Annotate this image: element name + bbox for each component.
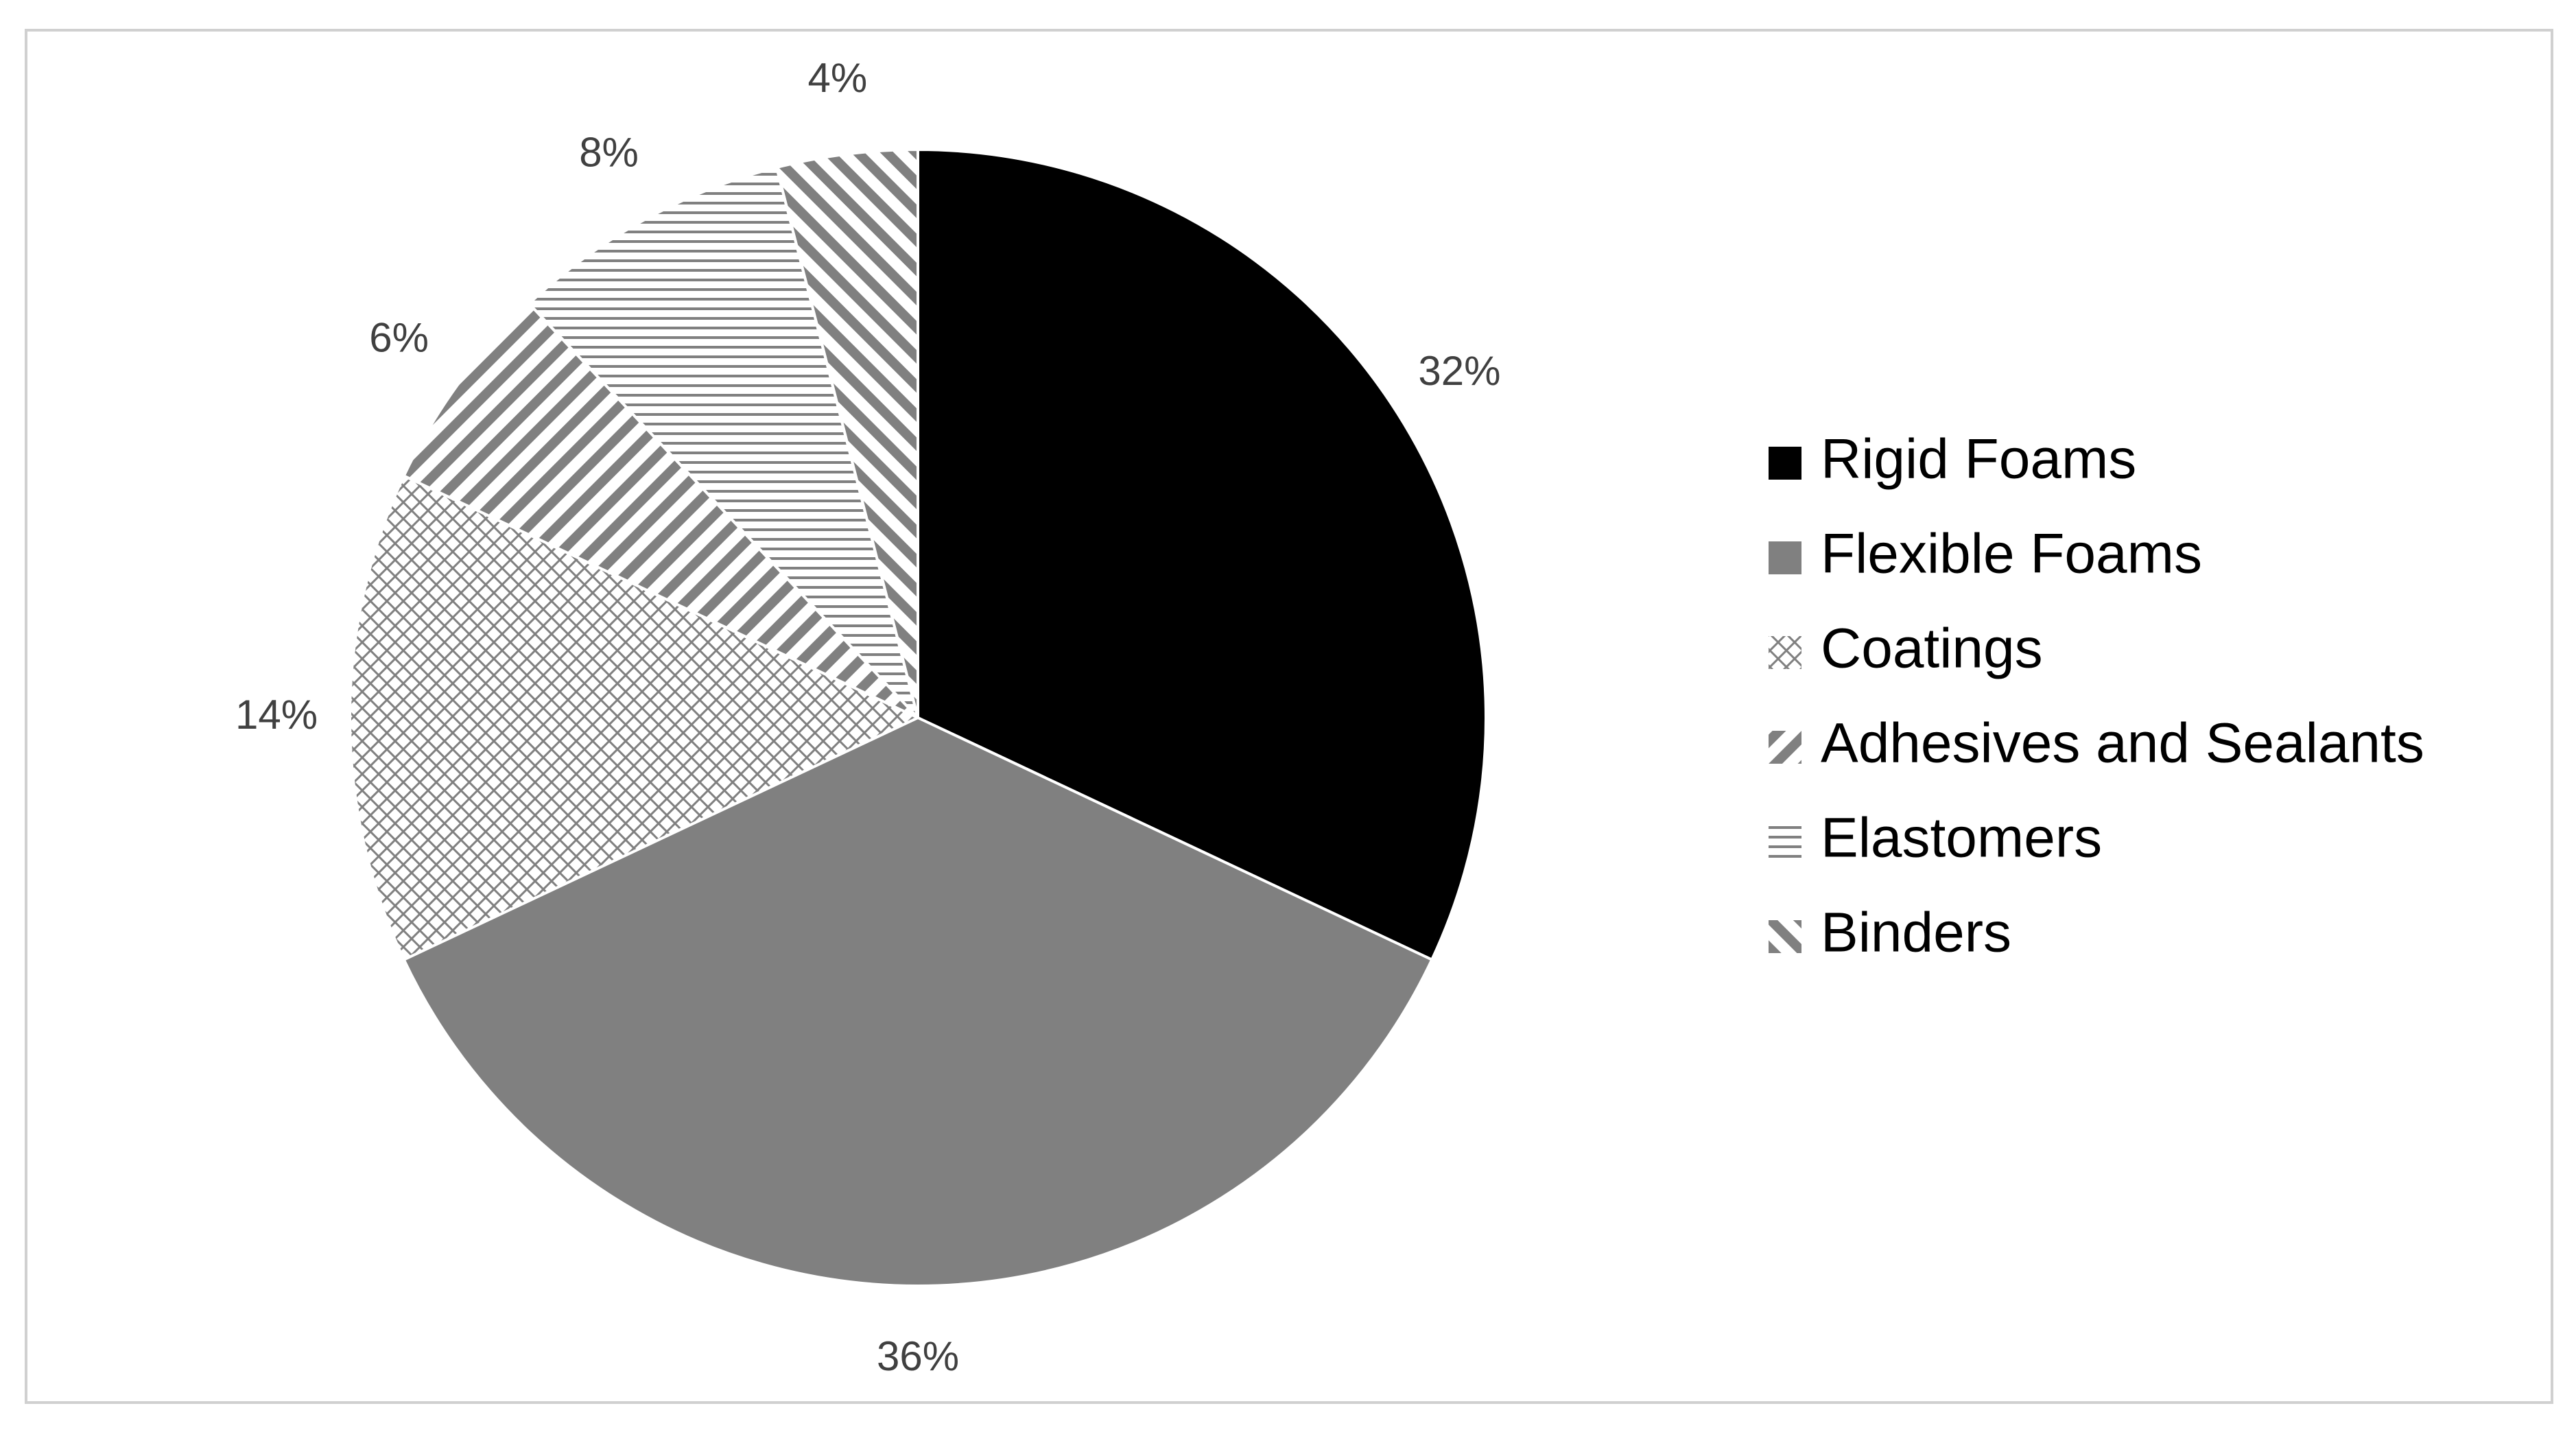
pie-slice-adhesives-and-sealants xyxy=(402,301,919,719)
pie-slice-coatings xyxy=(348,473,921,962)
data-label-rigid-foams: 32% xyxy=(1418,348,1500,394)
legend-swatch-adhesives-and-sealants xyxy=(1769,731,1801,764)
legend-label-binders: Binders xyxy=(1821,902,2011,964)
legend-label-flexible-foams: Flexible Foams xyxy=(1821,523,2202,585)
data-label-adhesives-and-sealants: 6% xyxy=(369,314,429,360)
legend-swatch-binders xyxy=(1769,920,1801,953)
legend-label-elastomers: Elastomers xyxy=(1821,807,2102,869)
legend-swatch-flexible-foams xyxy=(1769,541,1801,574)
legend: Rigid Foams Flexible Foams Coatings Adhesiv… xyxy=(1769,428,2424,964)
pie-slice-elastomers xyxy=(527,165,919,719)
data-label-coatings: 14% xyxy=(235,692,318,738)
pie-slice-flexible-foams xyxy=(402,716,1434,1287)
data-label-flexible-foams: 36% xyxy=(877,1333,959,1379)
legend-swatch-rigid-foams xyxy=(1769,447,1801,480)
legend-label-coatings: Coatings xyxy=(1821,618,2043,680)
legend-swatch-elastomers xyxy=(1769,825,1801,858)
pie-data-labels: 32% 36% 14% 6% 8% 4% xyxy=(235,55,1501,1379)
data-label-binders: 4% xyxy=(807,55,867,101)
pie-slice-binders xyxy=(775,148,919,718)
data-label-elastomers: 8% xyxy=(579,129,639,175)
legend-swatch-coatings xyxy=(1769,636,1801,669)
legend-label-rigid-foams: Rigid Foams xyxy=(1821,428,2136,491)
pie-slices xyxy=(348,148,1487,1287)
legend-label-adhesives-and-sealants: Adhesives and Sealants xyxy=(1821,712,2424,775)
pie-slice-rigid-foams xyxy=(917,148,1487,962)
